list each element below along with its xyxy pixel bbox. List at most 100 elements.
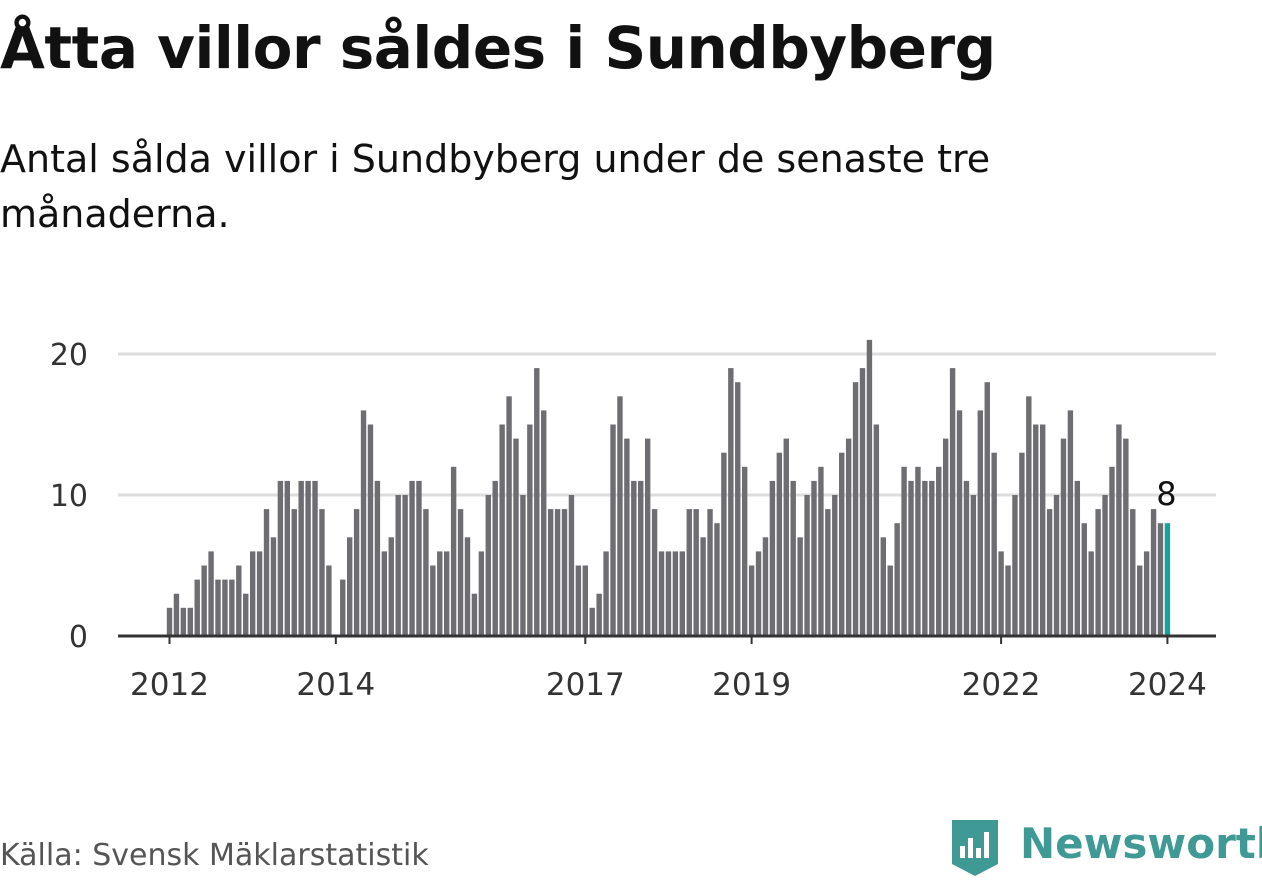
bar xyxy=(312,480,318,636)
bar xyxy=(1123,438,1129,636)
bar xyxy=(471,593,478,636)
data-labels: 8 xyxy=(1156,475,1176,513)
bar xyxy=(929,480,935,636)
gridlines xyxy=(118,352,1216,497)
bar xyxy=(589,607,595,636)
bar xyxy=(970,495,977,636)
bar xyxy=(1039,424,1046,636)
bar xyxy=(839,452,845,636)
bar xyxy=(693,509,699,636)
bar xyxy=(859,368,866,636)
bar xyxy=(942,438,949,636)
bar xyxy=(395,495,401,636)
bar xyxy=(166,607,173,636)
bar xyxy=(1019,452,1025,636)
bar xyxy=(596,593,602,636)
bar xyxy=(284,480,291,636)
bars xyxy=(166,339,1171,636)
bar xyxy=(249,551,256,636)
bar xyxy=(956,410,963,636)
bar xyxy=(922,480,928,636)
bar xyxy=(755,551,762,636)
bar xyxy=(437,551,443,636)
bar xyxy=(291,509,297,636)
bar xyxy=(464,537,471,636)
bar xyxy=(880,537,886,636)
bar xyxy=(506,396,512,636)
x-tick-label: 2017 xyxy=(546,667,625,703)
bar xyxy=(1005,565,1011,636)
bar xyxy=(651,509,658,636)
bar xyxy=(832,495,838,636)
bar xyxy=(236,565,242,636)
bar xyxy=(873,424,880,636)
bar xyxy=(263,509,270,636)
bar xyxy=(1116,424,1122,636)
brand-name: Newsworthy xyxy=(1020,819,1262,868)
bar xyxy=(963,480,970,636)
bar xyxy=(381,551,388,636)
bar-highlight xyxy=(1164,523,1171,636)
bar xyxy=(1081,523,1087,636)
bar xyxy=(804,495,810,636)
bar xyxy=(665,551,672,636)
bar xyxy=(797,537,803,636)
bar xyxy=(222,579,228,636)
bar xyxy=(457,509,464,636)
y-axis: 0 10 20 xyxy=(50,338,88,655)
bar xyxy=(180,607,187,636)
bar xyxy=(575,565,582,636)
bar xyxy=(845,438,852,636)
x-tick-label: 2019 xyxy=(712,667,791,703)
bar xyxy=(686,509,692,636)
bar xyxy=(762,537,769,636)
bar xyxy=(1088,551,1094,636)
bar xyxy=(617,396,623,636)
bar xyxy=(326,565,332,636)
bar xyxy=(700,537,706,636)
bar xyxy=(353,509,360,636)
bar xyxy=(1130,509,1136,636)
bar xyxy=(416,480,422,636)
bar xyxy=(547,509,554,636)
bar xyxy=(527,424,533,636)
bar xyxy=(769,480,776,636)
bar xyxy=(825,509,831,636)
bar xyxy=(388,537,394,636)
bar xyxy=(728,368,734,636)
bar xyxy=(450,466,457,636)
bar xyxy=(492,480,498,636)
x-tick-label: 2024 xyxy=(1128,667,1207,703)
bar xyxy=(866,339,873,636)
bar xyxy=(908,480,914,636)
bar xyxy=(638,480,644,636)
bar xyxy=(735,382,741,636)
bar xyxy=(374,480,381,636)
bar xyxy=(173,593,180,636)
bar xyxy=(444,551,450,636)
bar xyxy=(270,537,277,636)
bar xyxy=(256,551,263,636)
bar xyxy=(901,466,907,636)
bar xyxy=(644,438,651,636)
bar-chart: 0 10 20 2012 2014 2017 2019 2022 2024 8 xyxy=(50,338,1216,703)
bar xyxy=(208,551,214,636)
bar xyxy=(610,424,616,636)
bar xyxy=(991,452,997,636)
bar xyxy=(243,593,249,636)
y-tick-label: 20 xyxy=(50,338,88,373)
bar xyxy=(984,382,990,636)
bar xyxy=(478,551,485,636)
bar xyxy=(568,495,575,636)
bar xyxy=(998,551,1004,636)
bar xyxy=(776,452,783,636)
bar xyxy=(513,438,519,636)
bar xyxy=(658,551,665,636)
x-tick-label: 2014 xyxy=(296,667,375,703)
bar xyxy=(319,509,325,636)
x-tick-label: 2022 xyxy=(962,667,1041,703)
bar xyxy=(215,579,221,636)
bar xyxy=(936,466,942,636)
chart-title: Åtta villor såldes i Sundbyberg xyxy=(0,14,996,82)
bar xyxy=(977,410,984,636)
